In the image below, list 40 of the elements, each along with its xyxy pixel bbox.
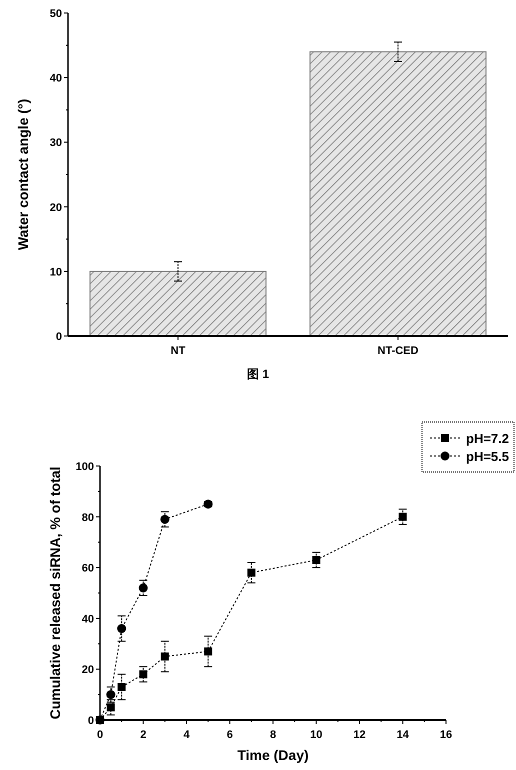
x-tick-label: 14: [396, 729, 410, 741]
point: [160, 652, 169, 660]
y-tick-label: 10: [50, 266, 62, 278]
point: [204, 647, 212, 656]
x-axis-title: Time (Day): [237, 747, 309, 763]
x-tick-label: 4: [183, 729, 190, 741]
point: [398, 512, 407, 521]
y-tick-label: 50: [50, 8, 62, 20]
y-tick-label: 20: [82, 664, 94, 676]
y-tick-label: 60: [82, 562, 94, 575]
y-tick-label: 0: [56, 331, 62, 343]
x-tick-label: NT: [170, 345, 186, 357]
x-tick-label: 12: [353, 729, 366, 741]
y-axis-title: Water contact angle (°): [15, 98, 31, 250]
y-tick-label: 20: [50, 202, 62, 214]
point: [139, 670, 148, 678]
point: [117, 624, 126, 634]
legend-label: pH=7.2: [466, 431, 509, 446]
y-tick-label: 40: [82, 613, 94, 626]
x-tick-label: 6: [226, 729, 233, 741]
x-tick-label: 2: [140, 729, 146, 741]
point: [247, 568, 256, 577]
y-tick-label: 100: [76, 461, 94, 473]
y-tick-label: 0: [88, 715, 94, 727]
point: [312, 556, 320, 564]
point: [118, 682, 126, 691]
legend-label: pH=5.5: [466, 449, 509, 464]
x-tick-label: 10: [310, 729, 322, 741]
point: [106, 703, 115, 712]
x-tick-label: 8: [270, 729, 276, 741]
point: [138, 583, 148, 592]
point: [160, 514, 170, 524]
x-tick-label: NT-CED: [378, 345, 419, 357]
y-axis-title: Cumulative released siRNA, % of total: [47, 466, 63, 720]
y-tick-label: 40: [50, 72, 62, 85]
y-tick-label: 30: [50, 137, 62, 150]
x-tick-label: 16: [440, 729, 452, 741]
y-tick-label: 80: [82, 512, 94, 524]
caption: 图 1: [246, 367, 270, 381]
x-tick-label: 0: [96, 729, 104, 741]
